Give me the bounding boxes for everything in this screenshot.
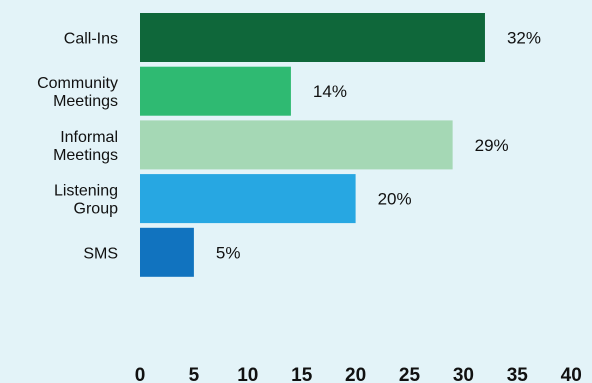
category-label: Informal — [60, 129, 118, 146]
data-label: 5% — [216, 243, 241, 262]
x-tick-label: 30 — [453, 365, 474, 383]
data-label: 20% — [378, 190, 412, 209]
category-label: SMS — [83, 245, 118, 262]
bar — [140, 227, 194, 277]
x-tick-label: 20 — [345, 365, 366, 383]
category-label: Meetings — [53, 93, 118, 110]
category-label: Listening — [54, 183, 118, 200]
x-tick-label: 25 — [399, 365, 421, 383]
x-tick-label: 15 — [291, 365, 313, 383]
data-label: 29% — [475, 136, 509, 155]
bar — [140, 66, 291, 116]
x-tick-label: 10 — [237, 365, 258, 383]
data-label: 32% — [507, 29, 541, 48]
x-tick-label: 5 — [189, 365, 200, 383]
x-tick-label: 35 — [507, 365, 529, 383]
bar — [140, 120, 453, 170]
x-tick-label: 40 — [561, 365, 582, 383]
x-tick-label: 0 — [135, 365, 146, 383]
category-label: Group — [74, 201, 119, 218]
category-label: Meetings — [53, 147, 118, 164]
bar — [140, 174, 356, 224]
bar — [140, 13, 485, 62]
data-label: 14% — [313, 82, 347, 101]
category-label: Community — [37, 75, 118, 92]
category-label: Call-Ins — [64, 31, 118, 48]
